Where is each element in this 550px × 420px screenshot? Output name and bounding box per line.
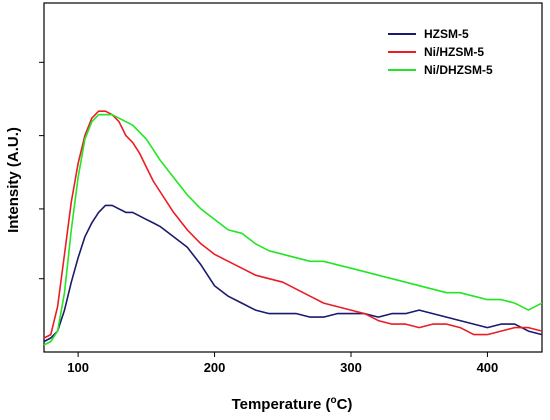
x-tick-label: 200 [204, 360, 226, 375]
legend: HZSM-5 Ni/HZSM-5 Ni/DHZSM-5 [388, 27, 493, 77]
series-line-ni-dhzsm-5 [43, 113, 543, 346]
axes [43, 2, 543, 353]
series-line-hzsm-5 [43, 204, 543, 343]
x-tick-label: 300 [340, 360, 362, 375]
x-tick-label: 100 [67, 360, 89, 375]
legend-label: HZSM-5 [424, 27, 469, 41]
y-axis-label: Intensity (A.U.) [5, 127, 22, 233]
x-axis-label: Temperature (oC) [232, 395, 353, 413]
x-tick-label: 400 [477, 360, 499, 375]
plot-frame [43, 2, 543, 353]
legend-label: Ni/DHZSM-5 [424, 63, 493, 77]
legend-label: Ni/HZSM-5 [424, 45, 484, 59]
series-lines [43, 110, 543, 346]
series-line-ni-hzsm-5 [43, 110, 543, 339]
y-axis-ticks [39, 61, 44, 280]
x-axis-ticks: 100 200 300 400 [67, 352, 498, 375]
